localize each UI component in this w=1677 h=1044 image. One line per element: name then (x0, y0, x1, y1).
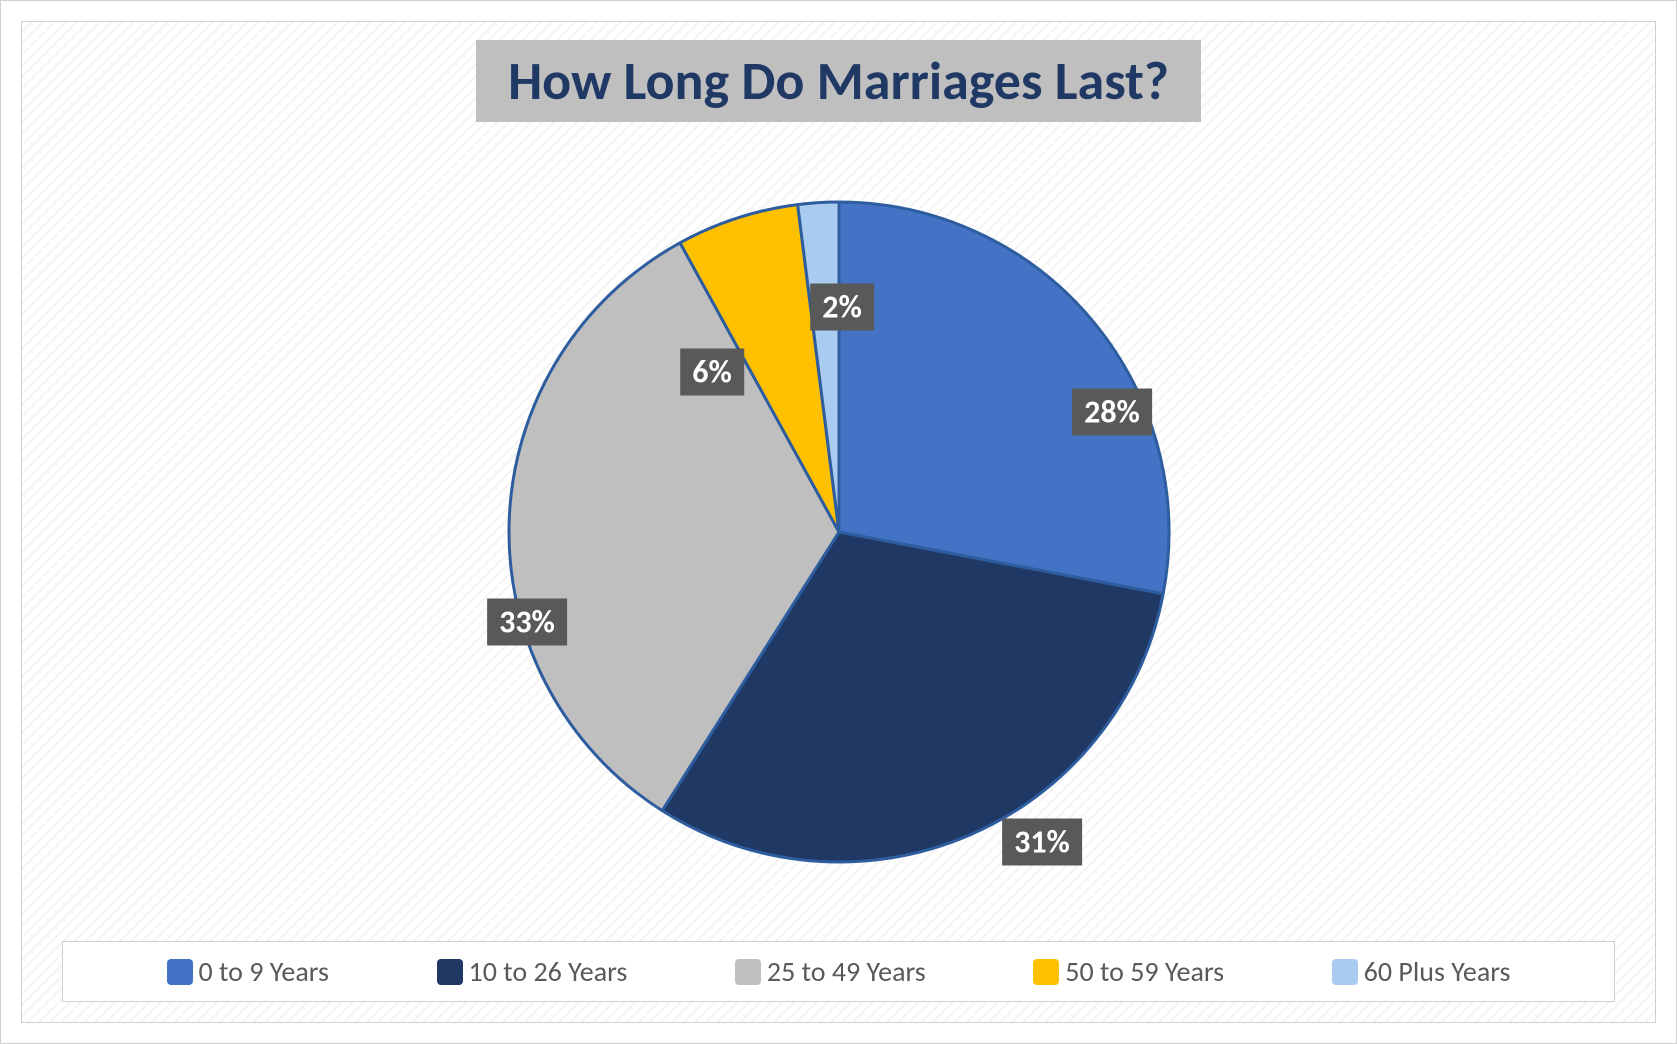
data-label: 33% (487, 599, 567, 646)
chart-container: How Long Do Marriages Last? 28%31%33%6%2… (0, 0, 1677, 1044)
data-label: 6% (680, 349, 744, 396)
data-label: 2% (810, 284, 874, 331)
legend-label: 60 Plus Years (1364, 954, 1511, 989)
legend-item: 50 to 59 Years (1033, 954, 1224, 989)
legend-label: 10 to 26 Years (469, 954, 628, 989)
legend-swatch (1332, 959, 1358, 985)
legend-item: 25 to 49 Years (735, 954, 926, 989)
data-label: 31% (1002, 819, 1082, 866)
legend-item: 10 to 26 Years (437, 954, 628, 989)
pie-chart (479, 172, 1199, 892)
pie-area: 28% 31% 33% 6% 2% (22, 122, 1655, 941)
data-label: 28% (1072, 389, 1152, 436)
legend-item: 0 to 9 Years (167, 954, 329, 989)
legend-swatch (437, 959, 463, 985)
legend-swatch (1033, 959, 1059, 985)
chart-title-banner: How Long Do Marriages Last? (476, 40, 1201, 122)
legend: 0 to 9 Years 10 to 26 Years 25 to 49 Years… (62, 941, 1615, 1002)
chart-plot-area: How Long Do Marriages Last? 28%31%33%6%2… (21, 21, 1656, 1023)
legend-label: 0 to 9 Years (199, 954, 329, 989)
legend-label: 25 to 49 Years (767, 954, 926, 989)
legend-item: 60 Plus Years (1332, 954, 1511, 989)
chart-title: How Long Do Marriages Last? (508, 48, 1169, 114)
legend-swatch (735, 959, 761, 985)
legend-swatch (167, 959, 193, 985)
legend-label: 50 to 59 Years (1065, 954, 1224, 989)
